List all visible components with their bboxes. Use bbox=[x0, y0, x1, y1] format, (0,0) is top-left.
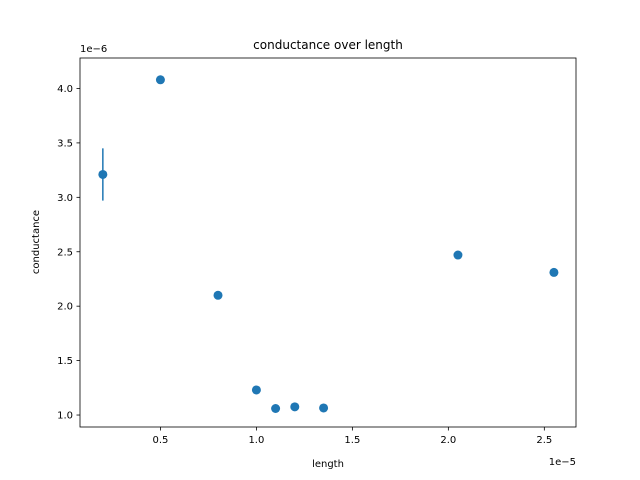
x-tick-label: 0.5 bbox=[152, 435, 168, 446]
y-tick-label: 2.5 bbox=[57, 247, 73, 258]
data-point bbox=[251, 385, 261, 395]
x-tick-label: 1.5 bbox=[344, 435, 360, 446]
y-tick-label: 4.0 bbox=[57, 84, 73, 95]
y-axis-ticks: 1.0 1.5 2.0 2.5 3.0 3.5 4.0 bbox=[57, 84, 80, 422]
axes-frame bbox=[79, 57, 577, 428]
y-tick-label: 2.0 bbox=[57, 302, 73, 313]
x-tick-label: 1.0 bbox=[248, 435, 264, 446]
y-tick-label: 1.0 bbox=[57, 411, 73, 422]
y-axis-label: conductance bbox=[31, 210, 42, 274]
x-axis-offset-label: 1e−5 bbox=[549, 457, 576, 468]
data-point bbox=[98, 169, 108, 179]
x-tick-label: 2.0 bbox=[440, 435, 456, 446]
y-tick-label: 1.5 bbox=[57, 356, 73, 367]
data-point bbox=[319, 403, 329, 413]
data-point bbox=[549, 267, 559, 277]
y-tick-label: 3.5 bbox=[57, 138, 73, 149]
y-tick-label: 3.0 bbox=[57, 193, 73, 204]
y-axis-offset-label: 1e−6 bbox=[80, 44, 107, 55]
x-axis-ticks: 0.5 1.0 1.5 2.0 2.5 bbox=[152, 427, 552, 446]
data-point bbox=[155, 75, 165, 85]
plot-area bbox=[98, 75, 559, 413]
data-point bbox=[290, 402, 300, 412]
data-point bbox=[453, 250, 463, 260]
data-point bbox=[271, 403, 281, 413]
x-tick-label: 2.5 bbox=[536, 435, 552, 446]
x-axis-label: length bbox=[312, 459, 344, 470]
chart-title: conductance over length bbox=[253, 38, 403, 52]
data-point bbox=[213, 290, 223, 300]
